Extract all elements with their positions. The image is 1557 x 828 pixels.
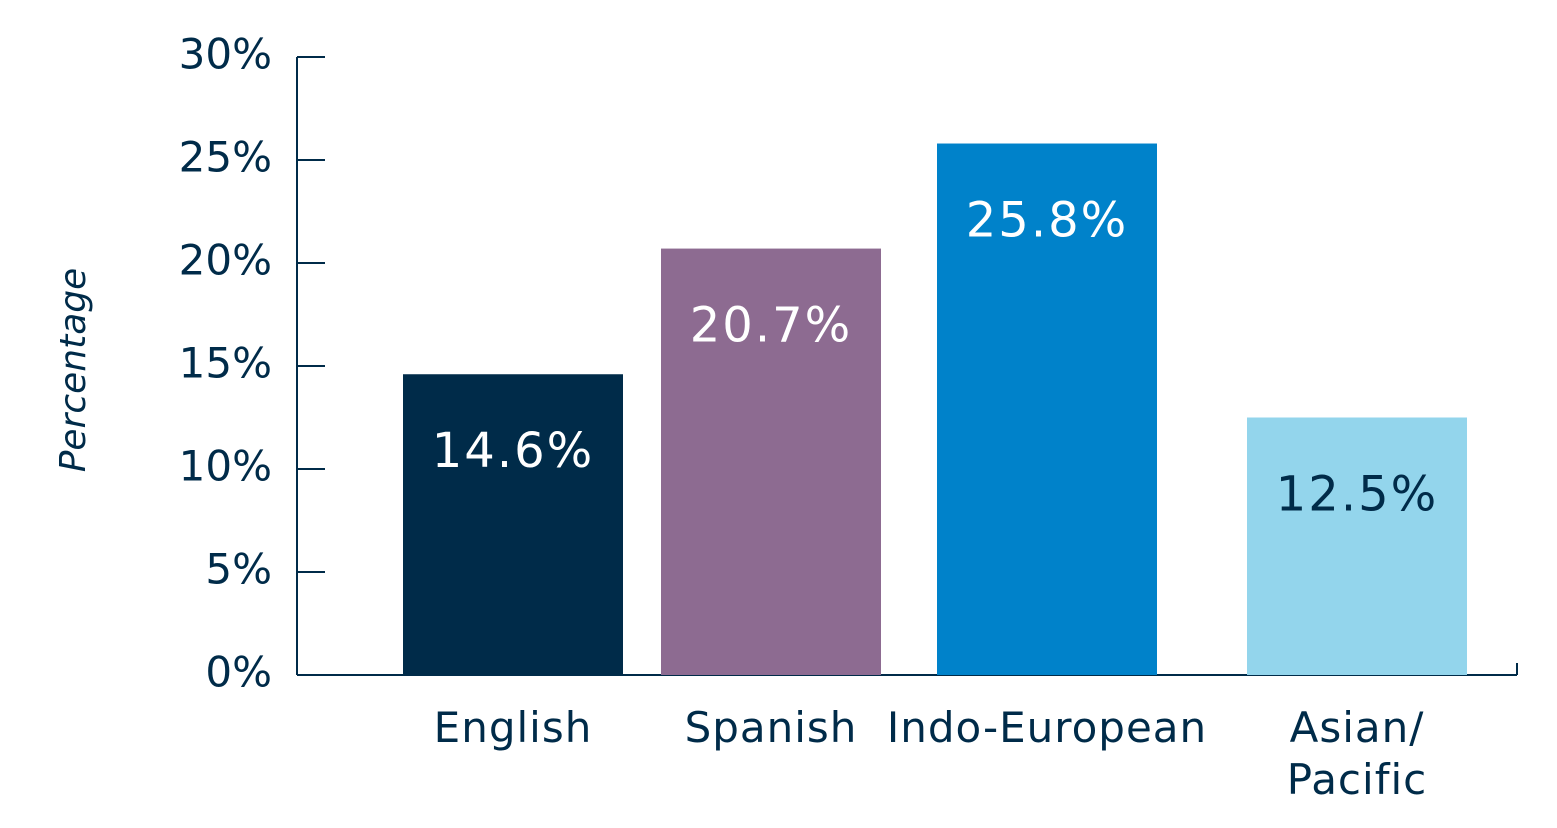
x-tick-label: Indo-European <box>886 703 1208 752</box>
y-tick-label: 0% <box>205 648 272 697</box>
bar <box>661 248 881 675</box>
y-tick-label: 25% <box>179 133 272 182</box>
y-axis-label: Percentage <box>53 268 94 473</box>
bar <box>403 374 623 675</box>
x-tick-label: Spanish <box>684 703 858 752</box>
value-label: 20.7% <box>690 298 852 354</box>
value-label: 12.5% <box>1276 467 1438 523</box>
y-tick-label: 5% <box>205 545 272 594</box>
x-tick-label: English <box>433 703 593 752</box>
value-label: 14.6% <box>432 423 594 479</box>
bar <box>1247 417 1467 675</box>
value-label: 25.8% <box>966 193 1128 249</box>
x-tick-label: Asian/ Pacific <box>1286 703 1428 804</box>
y-tick-label: 30% <box>179 30 272 79</box>
y-tick-label: 20% <box>179 236 272 285</box>
y-tick-label: 10% <box>179 442 272 491</box>
y-tick-label: 15% <box>179 339 272 388</box>
bar <box>937 143 1157 675</box>
